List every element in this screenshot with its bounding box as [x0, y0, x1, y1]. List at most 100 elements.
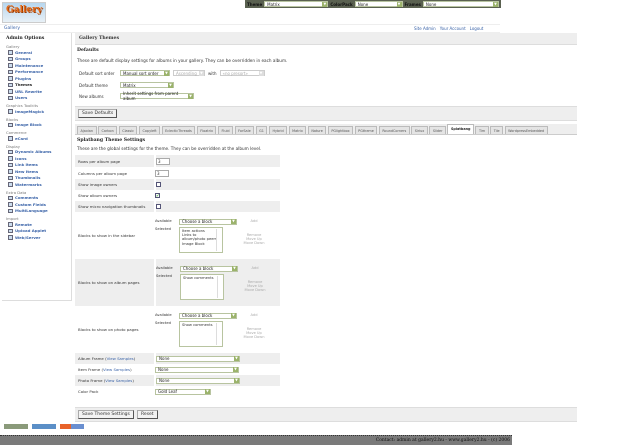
tab-siriux[interactable]: Siriux [411, 126, 428, 134]
album-frame-samples-link[interactable]: View Samples [106, 356, 134, 361]
sidebar-item-comments[interactable]: Comments [6, 195, 67, 202]
tab-tim[interactable]: Tim [475, 126, 489, 134]
rows-input[interactable]: 3 [156, 157, 170, 165]
sidebar-remove-button[interactable]: Remove [246, 232, 262, 237]
sidebar-selected-list[interactable]: Item actions Links to album/photo peers Im… [179, 226, 223, 253]
sidebar-item-imagemagick[interactable]: ImageMagick [6, 108, 67, 115]
tab-slider[interactable]: Slider [429, 126, 446, 134]
tab-fluid[interactable]: Fluid [217, 126, 234, 134]
tab-floatrix[interactable]: Floatrix [196, 126, 217, 134]
sidebar-item-icons[interactable]: Icons [6, 155, 67, 162]
sidebar-item-users[interactable]: Users [6, 95, 67, 102]
tab-matrix[interactable]: Matrix [288, 126, 307, 134]
selected-block-item[interactable]: Item actions [182, 228, 205, 233]
tab-pgtheme[interactable]: PGtheme [354, 126, 378, 134]
cols-input[interactable]: 3 [155, 169, 169, 177]
tab-nature[interactable]: Nature [307, 126, 327, 134]
xhtml-badge[interactable] [4, 424, 28, 429]
gallery2-badge[interactable] [32, 424, 56, 429]
sidebar-item-web-server[interactable]: Web/Server [6, 234, 67, 241]
photo-selected-list[interactable]: Show comments [179, 320, 223, 347]
item-frame-select[interactable]: None ▼ [155, 366, 239, 373]
selected-block-item[interactable]: Show comments [182, 322, 213, 327]
tab-forsale[interactable]: ForSale [234, 126, 255, 134]
site-admin-link[interactable]: Site Admin [414, 26, 436, 31]
sidebar-item-label: Image Block [15, 122, 42, 128]
tab-classic[interactable]: Classic [118, 126, 138, 134]
selected-block-item[interactable]: Image Block [182, 241, 205, 246]
item-frame-samples-link[interactable]: View Samples [102, 367, 131, 372]
photo-move-down-button[interactable]: Move Down [243, 334, 265, 339]
tab-pglightbox[interactable]: PGlightbox [327, 126, 354, 134]
photo-add-button[interactable]: Add [250, 312, 258, 317]
tab-g1[interactable]: G1 [255, 126, 268, 134]
tab-carbon[interactable]: Carbon [98, 126, 118, 134]
photo-frame-select[interactable]: None ▼ [156, 377, 240, 384]
photo-available-select[interactable]: Choose a block ▼ [179, 312, 237, 319]
sidebar-item-remote[interactable]: Remote [6, 221, 67, 228]
album-available-select[interactable]: Choose a block ▼ [180, 265, 238, 272]
reset-button[interactable]: Reset [137, 410, 158, 419]
sidebar-item-custom-fields[interactable]: Custom Fields [6, 201, 67, 208]
tab-wordpressembedded[interactable]: WordpressEmbedded [504, 126, 548, 134]
tab-copyleft[interactable]: Copyleft [138, 126, 161, 134]
color-pack-select[interactable]: Gold Leaf ▼ [155, 388, 211, 395]
theme-select[interactable]: Matrix ▼ [264, 1, 329, 7]
save-theme-settings-button[interactable]: Save Theme Settings [78, 410, 134, 419]
sidebar-available-select[interactable]: Choose a block ▼ [179, 218, 237, 225]
sidebar-item-watermarks[interactable]: Watermarks [6, 181, 67, 188]
sidebar-item-thumbnails[interactable]: Thumbnails [6, 175, 67, 182]
logout-link[interactable]: Logout [469, 26, 484, 31]
sidebar-item-link-items[interactable]: Link Items [6, 162, 67, 169]
tab-tile[interactable]: Tile [490, 126, 504, 134]
tab-hybrid[interactable]: Hybrid [268, 126, 288, 134]
sidebar-item-groups[interactable]: Groups [6, 56, 67, 63]
colorpack-select[interactable]: None ▼ [354, 1, 403, 7]
album-selected-list[interactable]: Show comments [180, 273, 224, 300]
tab-ajaxian[interactable]: Ajaxian [77, 126, 97, 134]
sort-order-select[interactable]: Manual sort order ▼ [120, 70, 170, 76]
frames-select[interactable]: None ▼ [422, 1, 499, 7]
sidebar-item-plugins[interactable]: Plugins [6, 75, 67, 82]
photo-frame-samples-link[interactable]: View Samples [105, 378, 133, 383]
sidebar-item-new-items[interactable]: New Items [6, 168, 67, 175]
sidebar-add-button[interactable]: Add [250, 218, 258, 223]
breadcrumb-gallery[interactable]: Gallery [4, 26, 21, 31]
album-owners-checkbox[interactable]: ✔ [155, 193, 160, 198]
default-theme-select[interactable]: Matrix ▼ [120, 82, 174, 88]
photo-blocks-label: Blocks to show on photo pages [78, 327, 139, 332]
tab-splatbang[interactable]: Splatbang [447, 124, 474, 134]
sidebar-item-general[interactable]: General [6, 49, 67, 56]
tab-eclecticthreads[interactable]: EclecticThreads [161, 126, 196, 134]
sidebar-move-down-button[interactable]: Move Down [243, 240, 265, 245]
image-owners-checkbox[interactable] [156, 182, 161, 187]
micro-nav-checkbox[interactable] [156, 204, 161, 209]
new-albums-select[interactable]: Inherit settings from parent album ▼ [120, 91, 194, 101]
album-remove-button[interactable]: Remove [247, 279, 263, 284]
gallery-logo[interactable]: Gallery [2, 2, 46, 23]
footer-badges [4, 424, 84, 429]
save-defaults-button[interactable]: Save Defaults [78, 109, 118, 118]
sidebar-item-url-rewrite[interactable]: URL Rewrite [6, 88, 67, 95]
album-add-button[interactable]: Add [251, 265, 259, 270]
photo-remove-button[interactable]: Remove [246, 326, 262, 331]
photo-move-up-button[interactable]: Move Up [246, 330, 262, 335]
sidebar-move-up-button[interactable]: Move Up [246, 236, 262, 241]
sidebar-item-maintenance[interactable]: Maintenance [6, 62, 67, 69]
selected-block-item[interactable]: Show comments [183, 275, 214, 280]
selected-block-item[interactable]: Links to album/photo peers [182, 232, 217, 242]
sidebar-item-ecard[interactable]: eCard [6, 135, 67, 142]
album-move-down-button[interactable]: Move Down [244, 287, 266, 292]
chevron-down-icon: ▼ [188, 93, 193, 99]
album-frame-select[interactable]: None ▼ [156, 355, 240, 362]
sidebar-item-performance[interactable]: Performance [6, 69, 67, 76]
album-move-up-button[interactable]: Move Up [247, 283, 263, 288]
your-account-link[interactable]: Your Account [439, 26, 466, 31]
sidebar-item-dynamic-albums[interactable]: Dynamic Albums [6, 149, 67, 156]
sidebar-item-multilanguage[interactable]: MultiLanguage [6, 208, 67, 215]
sidebar-item-themes[interactable]: Themes [6, 82, 67, 89]
sidebar-item-image-block[interactable]: Image Block [6, 122, 67, 129]
tab-roundcorners[interactable]: RoundCorners [378, 126, 410, 134]
gallery22-badge[interactable] [60, 424, 84, 429]
sidebar-item-upload-applet[interactable]: Upload Applet [6, 228, 67, 235]
